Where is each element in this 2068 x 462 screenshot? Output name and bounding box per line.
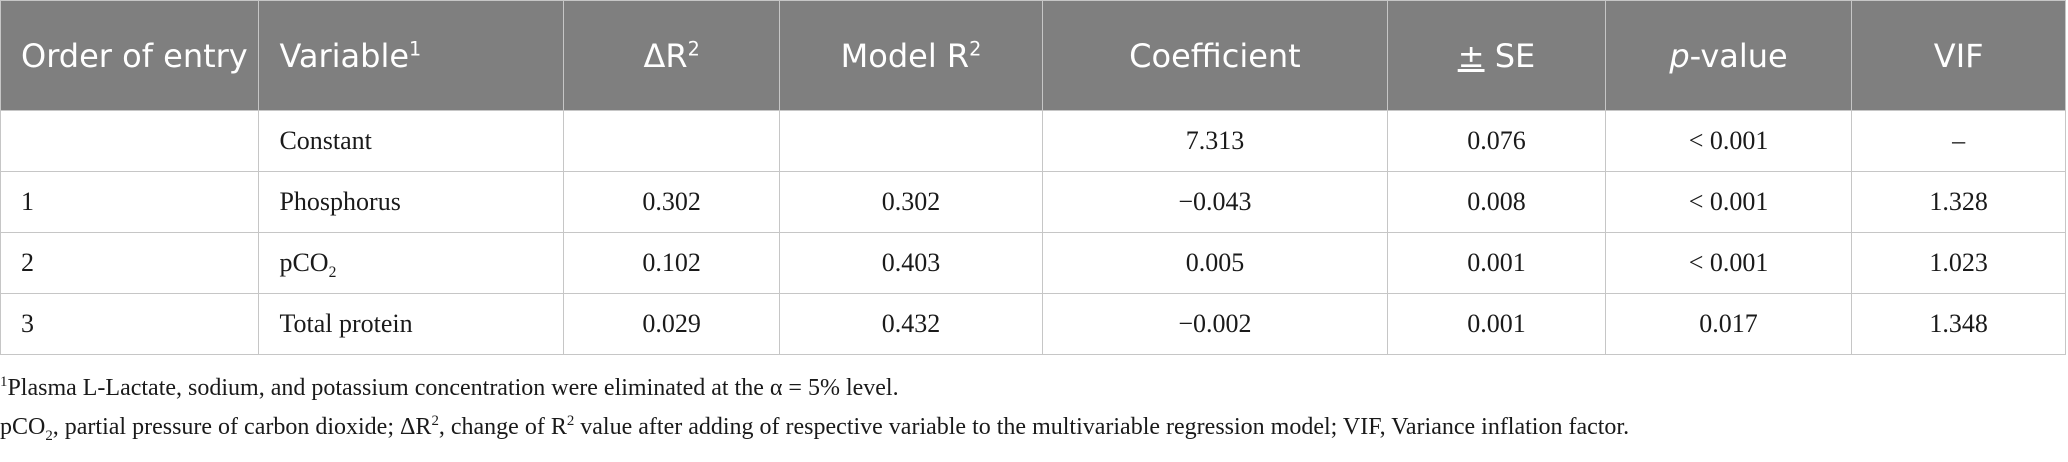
footnote-abbrev-part-d: value after adding of respective variabl… [574,414,1630,440]
footnote-1-text: Plasma L-Lactate, sodium, and potassium … [7,375,899,401]
table-row: 3 Total protein 0.029 0.432 −0.002 0.001… [0,293,2066,355]
cell-vif: 1.328 [1851,171,2066,233]
footnote-abbrev-pco2-subscript: 2 [45,427,53,444]
cell-variable: Constant [258,110,565,172]
cell-order: 1 [0,171,260,233]
cell-se: 0.001 [1387,232,1606,294]
footnote-abbrev-exponent-c: 2 [566,413,575,429]
cell-variable-text: Phosphorus [279,187,401,216]
footnote-1: 1Plasma L-Lactate, sodium, and potassium… [0,375,1629,402]
header-p-italic: p [1669,36,1690,75]
footnote-abbrev-exponent-b: 2 [431,413,439,429]
cell-se: 0.008 [1387,171,1606,233]
table-footnotes: 1Plasma L-Lactate, sodium, and potassium… [0,375,1629,453]
cell-delta-r2: 0.102 [563,232,781,294]
header-delta-r2: ΔR2 [563,0,781,111]
footnote-abbrev-pco2: pCO [0,414,46,440]
footnote-1-marker: 1 [0,374,8,390]
header-p-value: p-value [1604,0,1853,111]
cell-se: 0.076 [1387,110,1606,172]
header-model-r2-label: Model R [840,36,970,75]
cell-delta-r2: 0.302 [563,171,781,233]
header-model-r2: Model R2 [779,0,1043,111]
cell-variable-subscript: 2 [328,264,337,282]
header-coefficient-label: Coefficient [1129,36,1301,75]
cell-variable: pCO2 [258,232,565,294]
header-p-value-label: -value [1689,36,1788,75]
cell-p-value: < 0.001 [1604,171,1853,233]
cell-coefficient: −0.043 [1041,171,1389,233]
cell-order [0,110,260,172]
cell-model-r2: 0.432 [779,293,1043,355]
cell-variable: Phosphorus [258,171,565,233]
cell-model-r2: 0.302 [779,171,1043,233]
cell-vif: 1.023 [1851,232,2066,294]
cell-p-value: 0.017 [1604,293,1853,355]
cell-model-r2 [779,110,1043,172]
footnote-abbrev-part-c: , change of R [438,414,567,440]
cell-p-value: < 0.001 [1604,110,1853,172]
header-vif-label: VIF [1933,36,1984,75]
cell-se: 0.001 [1387,293,1606,355]
header-se-label: SE [1484,36,1536,75]
header-se: ± SE [1387,0,1606,111]
cell-p-value: < 0.001 [1604,232,1853,294]
header-order-of-entry: Order of entry [0,0,260,111]
cell-delta-r2: 0.029 [563,293,781,355]
cell-order: 3 [0,293,260,355]
header-delta-r2-label: ΔR [643,36,688,75]
cell-vif: – [1851,110,2066,172]
cell-vif: 1.348 [1851,293,2066,355]
header-se-plus-minus: ± [1457,36,1485,75]
cell-variable-text: Constant [279,126,372,155]
header-delta-r2-exponent: 2 [687,36,700,60]
table-row: 2 pCO2 0.102 0.403 0.005 0.001 < 0.001 1… [0,232,2066,294]
table-row: Constant 7.313 0.076 < 0.001 – [0,110,2066,172]
cell-coefficient: 0.005 [1041,232,1389,294]
table-row: 1 Phosphorus 0.302 0.302 −0.043 0.008 < … [0,171,2066,233]
footnote-abbreviations: pCO2, partial pressure of carbon dioxide… [0,413,1630,444]
cell-order: 2 [0,232,260,294]
cell-coefficient: −0.002 [1041,293,1389,355]
header-variable-footnote-marker: 1 [409,36,422,60]
cell-coefficient: 7.313 [1041,110,1389,172]
footnote-abbrev-part-b: , partial pressure of carbon dioxide; ΔR [52,414,432,440]
header-order-label: Order of entry [21,36,248,75]
header-model-r2-exponent: 2 [969,36,982,60]
header-vif: VIF [1851,0,2066,111]
table-header-row: Order of entry Variable1 ΔR2 Model R2 Co… [0,0,2066,111]
header-variable-label: Variable [279,36,410,75]
cell-variable-text: pCO [279,248,329,277]
regression-table: Order of entry Variable1 ΔR2 Model R2 Co… [0,0,2066,355]
header-variable: Variable1 [258,0,565,111]
cell-model-r2: 0.403 [779,232,1043,294]
header-coefficient: Coefficient [1041,0,1389,111]
cell-delta-r2 [563,110,781,172]
cell-variable: Total protein [258,293,565,355]
cell-variable-text: Total protein [279,309,413,338]
